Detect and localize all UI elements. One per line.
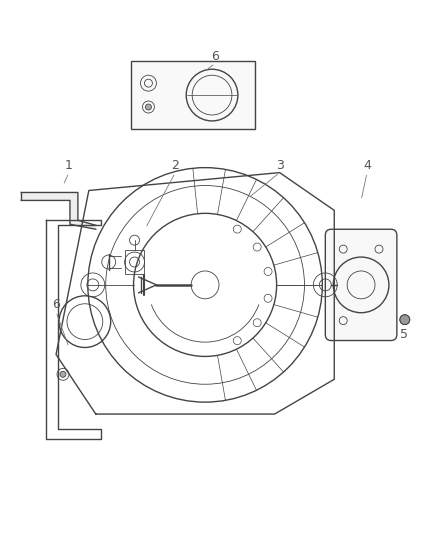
- Text: 6: 6: [211, 50, 219, 63]
- Text: 6: 6: [52, 298, 60, 311]
- Text: 3: 3: [276, 159, 283, 172]
- FancyBboxPatch shape: [325, 229, 397, 341]
- Bar: [131, 61, 255, 129]
- Circle shape: [145, 104, 152, 110]
- Bar: [124, 250, 145, 274]
- Text: 2: 2: [171, 159, 179, 172]
- Text: 1: 1: [65, 159, 73, 172]
- Text: 4: 4: [363, 159, 371, 172]
- Circle shape: [400, 314, 410, 325]
- Polygon shape: [21, 192, 96, 229]
- Circle shape: [60, 372, 66, 377]
- Text: 5: 5: [400, 328, 408, 341]
